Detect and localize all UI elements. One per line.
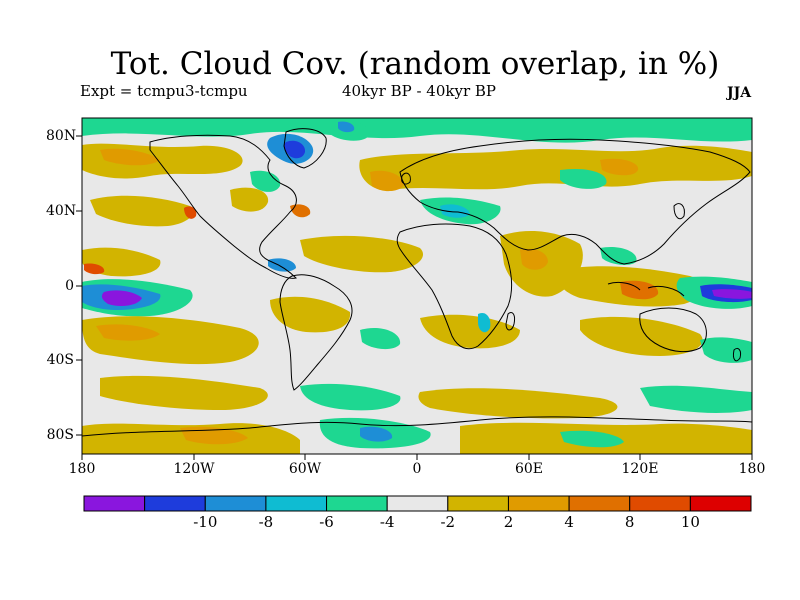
experiment-label: Expt = tcmpu3-tcmpu bbox=[80, 82, 248, 100]
colorbar-swatch bbox=[83, 495, 146, 512]
colorbar-tick-label: 10 bbox=[680, 513, 700, 531]
lon-label-180e: 180 bbox=[738, 461, 766, 477]
lat-label-0: 0 bbox=[65, 278, 74, 294]
coastline-eurasia bbox=[399, 138, 751, 265]
colorbar-swatch bbox=[386, 495, 449, 512]
colorbar-tick-label: -2 bbox=[440, 513, 456, 531]
coastline-indonesia bbox=[607, 281, 685, 297]
coastline-africa bbox=[396, 223, 513, 350]
anomaly-patch bbox=[270, 296, 351, 333]
coastline-madagascar bbox=[505, 311, 515, 331]
anomaly-patch bbox=[418, 388, 618, 419]
anomaly-patch bbox=[338, 121, 355, 133]
colorbar-swatch bbox=[447, 495, 509, 512]
anomaly-patch bbox=[300, 383, 401, 411]
colorbar-tick-label: 2 bbox=[503, 513, 514, 531]
anomaly-patch bbox=[96, 324, 160, 341]
coastline-antarctica bbox=[82, 416, 752, 437]
anomaly-patch bbox=[101, 290, 142, 306]
anomaly-patch bbox=[268, 258, 296, 272]
colorbar-swatch bbox=[326, 495, 388, 512]
anomaly-patch bbox=[712, 289, 752, 299]
coastline-south-america bbox=[279, 274, 353, 391]
anomaly-patch bbox=[184, 206, 197, 219]
anomaly-patch bbox=[640, 385, 752, 413]
anomaly-patch bbox=[700, 337, 752, 363]
lon-ticks bbox=[81, 454, 753, 460]
anomaly-patch bbox=[560, 168, 607, 189]
colorbar-tick-label: -8 bbox=[258, 513, 274, 531]
colorbar-tick-label: -4 bbox=[379, 513, 395, 531]
coastline-british-isles bbox=[401, 172, 411, 185]
anomaly-patch bbox=[560, 430, 624, 448]
anomaly-patch bbox=[300, 235, 424, 273]
anomaly-patch bbox=[360, 327, 401, 350]
lat-label-80s: 80S bbox=[46, 427, 74, 443]
colorbar-swatch bbox=[507, 495, 570, 512]
anomaly-patch bbox=[520, 248, 548, 270]
anomaly-patch bbox=[290, 204, 311, 218]
anomaly-patch bbox=[84, 263, 105, 275]
anomaly-patch bbox=[283, 140, 306, 159]
lat-label-40n: 40N bbox=[46, 203, 77, 219]
anomaly-patch bbox=[359, 145, 752, 191]
anomaly-patch bbox=[420, 314, 520, 349]
coastline-australia bbox=[639, 307, 707, 353]
anomaly-patch bbox=[360, 426, 393, 442]
coastline-north-america bbox=[149, 134, 297, 279]
lon-label-120w: 120W bbox=[173, 461, 215, 477]
anomaly-patch bbox=[100, 375, 268, 410]
lon-label-0: 0 bbox=[412, 461, 422, 477]
colorbar-tick-label: 4 bbox=[564, 513, 574, 531]
lon-label-120e: 120E bbox=[621, 461, 659, 477]
anomaly-patch bbox=[620, 280, 659, 300]
lon-label-60e: 60E bbox=[514, 461, 544, 477]
anomaly-patch bbox=[180, 426, 248, 445]
lat-label-80n: 80N bbox=[46, 128, 77, 144]
coastline-new-zealand bbox=[733, 347, 741, 362]
lon-label-180w: 180 bbox=[68, 461, 96, 477]
season-label: JJA bbox=[727, 85, 752, 101]
colorbar-tick-label: 8 bbox=[624, 513, 635, 531]
colorbar-tick-label: -6 bbox=[319, 513, 334, 531]
map-title: Tot. Cloud Cov. (random overlap, in %) bbox=[110, 46, 720, 82]
colorbar-swatch bbox=[689, 495, 752, 512]
anomaly-patch bbox=[478, 312, 491, 333]
anomaly-patch bbox=[580, 316, 703, 356]
coastline-japan bbox=[673, 203, 685, 220]
lat-label-40s: 40S bbox=[46, 352, 74, 368]
colorbar-tick-label: -10 bbox=[193, 513, 218, 531]
period-label: 40kyr BP - 40kyr BP bbox=[342, 82, 497, 100]
colorbar-swatch bbox=[144, 495, 206, 512]
coastlines bbox=[82, 128, 752, 437]
lat-ticks bbox=[76, 135, 82, 436]
colorbar-swatch bbox=[265, 495, 328, 512]
anomaly-patch bbox=[600, 246, 637, 265]
anomaly-patch bbox=[90, 195, 194, 227]
lon-label-60w: 60W bbox=[288, 461, 322, 477]
colorbar-swatch bbox=[568, 495, 631, 512]
anomaly-patch bbox=[600, 158, 639, 176]
anomaly-patch bbox=[250, 170, 281, 192]
anomaly-patch bbox=[230, 187, 269, 212]
colorbar-swatch bbox=[629, 495, 691, 512]
anomaly-patch bbox=[370, 170, 404, 192]
anomaly-patch bbox=[440, 204, 470, 218]
colorbar bbox=[83, 495, 752, 512]
colorbar-swatch bbox=[204, 495, 267, 512]
anomaly-patch bbox=[100, 148, 160, 166]
anomaly-field bbox=[82, 118, 752, 454]
coastline-greenland bbox=[283, 128, 327, 169]
anomaly-patch bbox=[82, 118, 752, 143]
